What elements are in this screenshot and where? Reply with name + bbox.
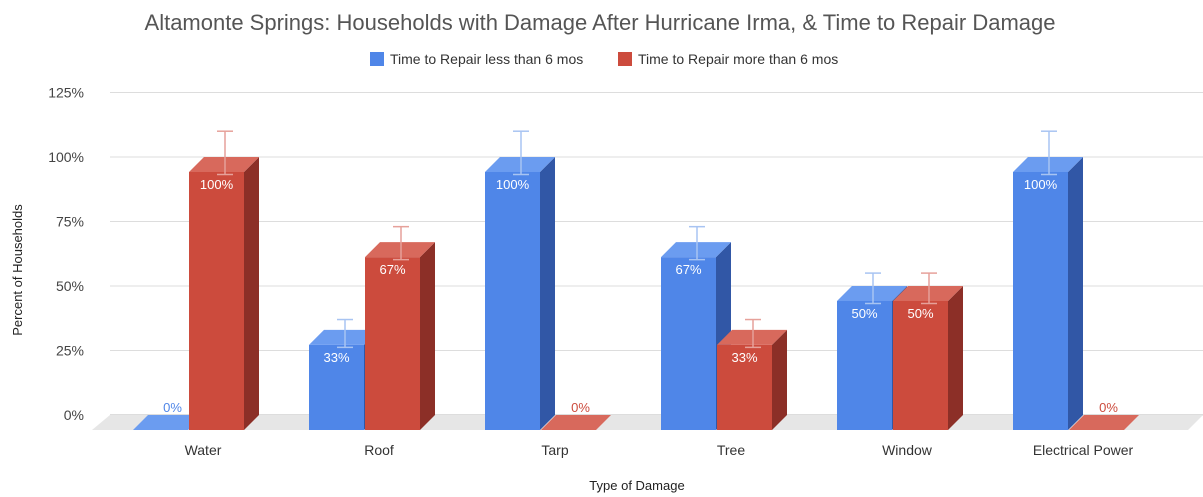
bar xyxy=(189,157,259,430)
legend-swatch-series-1 xyxy=(370,52,384,66)
data-label: 0% xyxy=(163,400,182,415)
bar-top xyxy=(309,329,379,345)
x-tick-label: Roof xyxy=(364,442,394,458)
y-tick-label: 0% xyxy=(64,407,84,423)
y-tick-label: 100% xyxy=(48,149,84,165)
bar xyxy=(717,329,787,430)
bar-front xyxy=(485,172,540,430)
bar-front xyxy=(661,257,716,430)
data-label: 50% xyxy=(907,306,933,321)
bar-top xyxy=(717,329,787,345)
data-labels: 0% 100% 33% 67% 100% 0% 67% 33% 50% 50% 100% 0% xyxy=(163,177,1118,415)
error-bar xyxy=(921,272,937,305)
x-tick-label: Water xyxy=(185,442,222,458)
bar-top xyxy=(365,242,435,258)
data-label: 67% xyxy=(379,262,405,277)
bar-flat xyxy=(1069,415,1139,430)
bar xyxy=(485,157,555,430)
y-tick-label: 50% xyxy=(56,278,84,294)
bar-front xyxy=(309,344,364,430)
error-bar xyxy=(745,318,761,349)
y-tick-label: 125% xyxy=(48,85,84,101)
bar xyxy=(661,242,731,430)
bar-front xyxy=(365,257,420,430)
x-axis-title: Type of Damage xyxy=(589,478,684,493)
legend-label-series-1: Time to Repair less than 6 mos xyxy=(390,51,583,67)
legend-swatch-series-2 xyxy=(618,52,632,66)
bar-side xyxy=(540,157,555,430)
bar-top xyxy=(1013,157,1083,172)
data-label: 100% xyxy=(1024,177,1058,192)
data-label: 0% xyxy=(571,400,590,415)
bar-flat xyxy=(541,415,611,430)
data-label: 67% xyxy=(675,262,701,277)
bar-front xyxy=(717,344,772,430)
data-label: 50% xyxy=(851,306,877,321)
x-tick-label: Window xyxy=(882,442,933,458)
data-label: 33% xyxy=(731,350,757,365)
bar-top xyxy=(189,157,259,172)
error-bar xyxy=(393,225,409,261)
error-bar xyxy=(513,130,529,176)
error-bars xyxy=(217,130,1057,349)
bar-front xyxy=(1013,172,1068,430)
data-label: 100% xyxy=(200,177,234,192)
x-tick-label: Tarp xyxy=(541,442,568,458)
bar-side xyxy=(1068,157,1083,430)
bar xyxy=(1013,157,1083,430)
bar-side xyxy=(244,157,259,430)
error-bar xyxy=(865,272,881,305)
bar xyxy=(541,415,611,430)
bar-front xyxy=(893,301,948,430)
bar-flat xyxy=(133,415,203,430)
x-tick-label: Electrical Power xyxy=(1033,442,1134,458)
bar-front xyxy=(189,172,244,430)
bar-side xyxy=(420,242,435,430)
bar-top xyxy=(485,157,555,172)
bar-top xyxy=(661,242,731,258)
error-bar xyxy=(1041,130,1057,176)
y-axis-title: Percent of Households xyxy=(10,204,25,336)
bar xyxy=(133,415,203,430)
x-tick-label: Tree xyxy=(717,442,745,458)
bar-top xyxy=(893,286,963,301)
bar xyxy=(893,286,963,430)
error-bar xyxy=(217,130,233,176)
legend-label-series-2: Time to Repair more than 6 mos xyxy=(638,51,838,67)
bar xyxy=(1069,415,1139,430)
y-axis-ticks: 0% 25% 50% 75% 100% 125% xyxy=(48,85,84,424)
chart-title: Altamonte Springs: Households with Damag… xyxy=(145,10,1056,35)
data-label: 100% xyxy=(496,177,530,192)
y-tick-label: 75% xyxy=(56,214,84,230)
bar-front xyxy=(837,301,892,430)
data-label: 33% xyxy=(323,350,349,365)
data-label: 0% xyxy=(1099,400,1118,415)
bar-side xyxy=(948,286,963,430)
bar-side xyxy=(772,329,787,430)
y-tick-label: 25% xyxy=(56,343,84,359)
legend: Time to Repair less than 6 mos Time to R… xyxy=(370,51,838,67)
error-bar xyxy=(689,225,705,261)
x-axis-categories: Water Roof Tarp Tree Window Electrical Power xyxy=(185,442,1134,458)
bar xyxy=(365,242,435,430)
error-bar xyxy=(337,318,353,349)
bars xyxy=(133,157,1139,430)
bar-top xyxy=(837,286,907,301)
